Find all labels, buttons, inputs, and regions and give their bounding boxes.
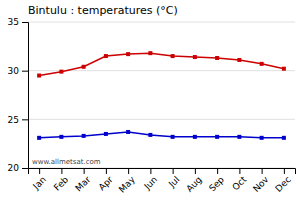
tick: Oct — [230, 168, 248, 193]
axis-line — [22, 23, 29, 169]
tick-label: Dec — [273, 174, 292, 193]
tick-mark — [128, 168, 129, 174]
tick-mark — [22, 168, 28, 169]
tick: Jul — [166, 168, 181, 190]
tick: Sep — [207, 168, 226, 194]
marker — [59, 135, 63, 139]
marker — [215, 135, 219, 139]
tick: Jan — [30, 168, 48, 192]
tick: Aug — [184, 168, 204, 194]
chart-container: 20 25 30 35 JanFebMar AprMayJun JulAugSepOctNo… — [0, 0, 305, 200]
marker — [260, 62, 264, 66]
annotation: www.allmetsat.com — [32, 158, 101, 166]
tick: May — [117, 168, 138, 195]
title: Bintulu : temperatures (°C) — [28, 4, 178, 17]
marker — [59, 70, 63, 74]
tick: 35 — [8, 17, 28, 27]
tick-label: May — [117, 174, 138, 195]
tick-mark — [22, 71, 28, 72]
tick-mark — [61, 168, 62, 174]
y-axis: 20 25 30 35 — [8, 17, 29, 173]
marker — [171, 135, 175, 139]
marker — [148, 51, 152, 55]
tick: Dec — [273, 168, 292, 194]
tick-mark — [150, 168, 151, 174]
tick-mark — [106, 168, 107, 174]
tick: Nov — [251, 168, 271, 194]
tick: Apr — [97, 168, 115, 193]
marker — [37, 74, 41, 78]
tick-label: 25 — [8, 115, 19, 125]
tick: Feb — [52, 168, 71, 193]
tick-label: Mar — [73, 174, 92, 193]
tick-label: Nov — [251, 174, 271, 194]
tick-label: 20 — [8, 163, 20, 173]
marker — [104, 132, 108, 136]
tick-mark — [22, 22, 28, 23]
marker — [37, 136, 41, 140]
marks — [37, 51, 286, 140]
marker — [282, 136, 286, 140]
marker — [193, 55, 197, 59]
tick-mark — [84, 168, 85, 174]
line — [39, 53, 284, 75]
tick: Mar — [73, 168, 92, 194]
tick-label: Aug — [184, 174, 204, 194]
tick-label: Apr — [97, 174, 115, 192]
tick-label: Oct — [230, 174, 248, 192]
tick: Jun — [142, 168, 160, 192]
marker — [148, 133, 152, 137]
marker — [126, 52, 130, 56]
tick-mark — [217, 168, 218, 174]
marker — [193, 135, 197, 139]
tick-label: Feb — [52, 174, 71, 193]
marker — [82, 65, 86, 69]
grid — [28, 22, 295, 168]
marker — [126, 130, 130, 134]
tick-mark — [22, 119, 28, 120]
tick-mark — [195, 168, 196, 174]
tick-mark — [262, 168, 263, 174]
tick: 20 — [8, 163, 28, 173]
marker — [237, 135, 241, 139]
tick-label: Sep — [207, 174, 226, 193]
series — [37, 130, 286, 140]
series — [37, 51, 286, 77]
marker — [215, 56, 219, 60]
marker — [82, 134, 86, 138]
tick: 25 — [8, 115, 28, 125]
marker — [237, 58, 241, 62]
tick-label: 35 — [8, 17, 19, 27]
line — [39, 132, 284, 138]
axis-line — [29, 169, 296, 175]
tick-mark — [39, 168, 40, 174]
x-axis: JanFebMar AprMayJun JulAugSepOctNovDec — [29, 168, 296, 195]
tick-mark — [284, 168, 285, 174]
grid-line — [28, 22, 295, 23]
tick-label: Jul — [166, 174, 181, 189]
tick-mark — [173, 168, 174, 174]
tick-label: Jan — [30, 174, 48, 192]
tick: 30 — [8, 66, 28, 76]
marker — [282, 67, 286, 71]
grid-line — [28, 119, 295, 120]
plot: 20 25 30 35 JanFebMar AprMayJun JulAugSepOctNo… — [8, 17, 296, 194]
chart: 20 25 30 35 JanFebMar AprMayJun JulAugSepOctNo… — [0, 0, 305, 200]
marker — [104, 54, 108, 58]
marker — [260, 136, 264, 140]
tick-label: 30 — [8, 66, 20, 76]
marker — [171, 54, 175, 58]
tick-mark — [239, 168, 240, 174]
tick-label: Jun — [142, 174, 160, 192]
